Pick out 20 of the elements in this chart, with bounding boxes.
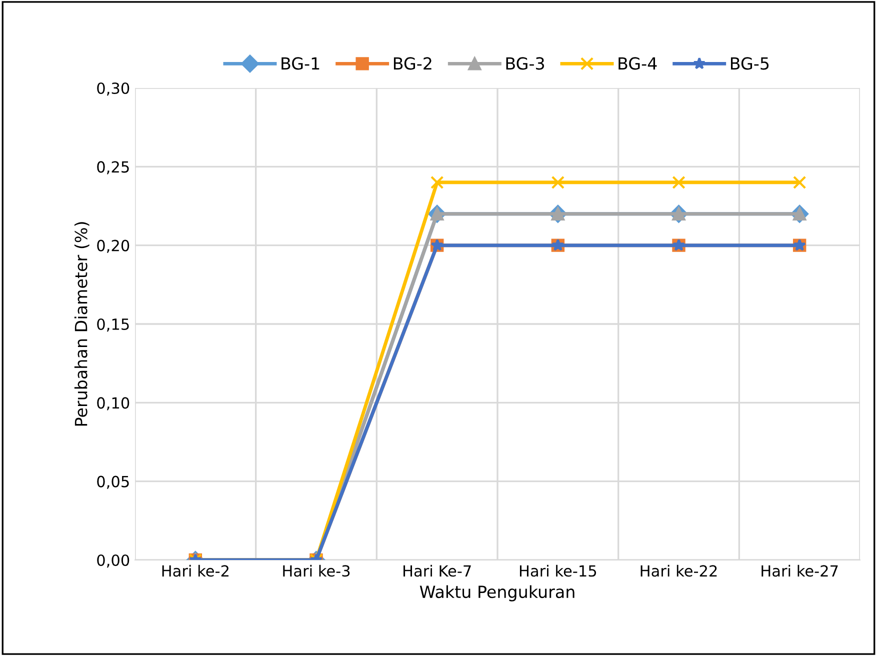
y-tick-label: 0,05 (97, 476, 129, 489)
y-tick-label: 0,00 (97, 554, 130, 568)
legend-label: BG-4 (618, 57, 657, 70)
x-tick-label: Hari ke-22 (640, 564, 717, 577)
y-tick-label: 0,30 (97, 82, 130, 96)
y-axis-title: Perubahan Diameter (%) (74, 222, 90, 426)
y-tick-label: 0,25 (97, 161, 129, 174)
y-tick-label: 0,10 (97, 397, 130, 410)
x-tick-label: Hari ke-15 (520, 564, 596, 577)
y-tick-label: 0,20 (97, 240, 130, 253)
legend-label: BG-1 (282, 57, 320, 70)
x-tick-label: Hari Ke-7 (404, 564, 471, 577)
x-tick-label: Hari ke-27 (762, 564, 838, 577)
legend-label: BG-5 (730, 57, 769, 70)
legend-label: BG-3 (506, 57, 544, 70)
x-axis-title: Waktu Pengukuran (420, 585, 574, 602)
x-tick-label: Hari ke-2 (162, 564, 228, 577)
legend-label: BG-2 (394, 57, 432, 70)
y-tick-label: 0,15 (97, 318, 129, 332)
x-tick-label: Hari ke-3 (283, 564, 350, 577)
